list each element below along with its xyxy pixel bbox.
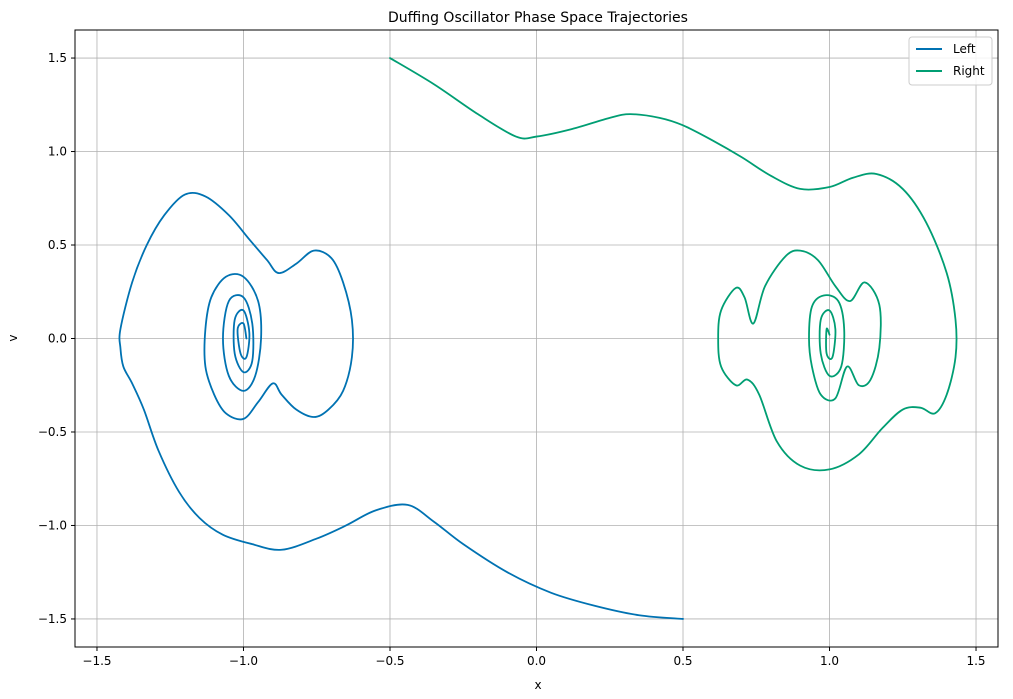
series-line-right <box>389 57 958 472</box>
x-tick-label: −0.5 <box>375 654 404 668</box>
x-axis-label: x <box>534 678 541 692</box>
series-line-left <box>118 191 684 620</box>
series-layer <box>118 57 958 620</box>
x-tick-label: 0.5 <box>673 654 692 668</box>
y-tick-label: −0.5 <box>38 425 67 439</box>
legend-label-right: Right <box>953 64 985 78</box>
y-tick-label: 0.0 <box>48 332 67 346</box>
x-tick-label: 1.0 <box>820 654 839 668</box>
legend-label-left: Left <box>953 42 976 56</box>
grid <box>75 30 998 647</box>
y-tick-label: 1.5 <box>48 51 67 65</box>
legend: Left Right <box>908 36 993 86</box>
x-tick-label: −1.0 <box>229 654 258 668</box>
x-tick-label: −1.5 <box>82 654 111 668</box>
y-tick-label: −1.0 <box>38 518 67 532</box>
ticks: −1.5 −1.0 −0.5 0.0 0.5 1.0 1.5 −1.5 −1.0 −0.5 0.0 0… <box>38 51 986 668</box>
x-tick-label: 1.5 <box>966 654 985 668</box>
y-axis-label: v <box>6 334 20 341</box>
x-tick-label: 0.0 <box>527 654 546 668</box>
y-tick-label: 0.5 <box>48 238 67 252</box>
y-tick-label: 1.0 <box>48 145 67 159</box>
y-tick-label: −1.5 <box>38 612 67 626</box>
chart-title: Duffing Oscillator Phase Space Trajector… <box>388 10 688 26</box>
